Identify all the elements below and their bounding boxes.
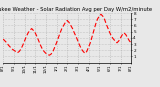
Title: Milwaukee Weather - Solar Radiation Avg per Day W/m2/minute: Milwaukee Weather - Solar Radiation Avg …: [0, 7, 152, 12]
